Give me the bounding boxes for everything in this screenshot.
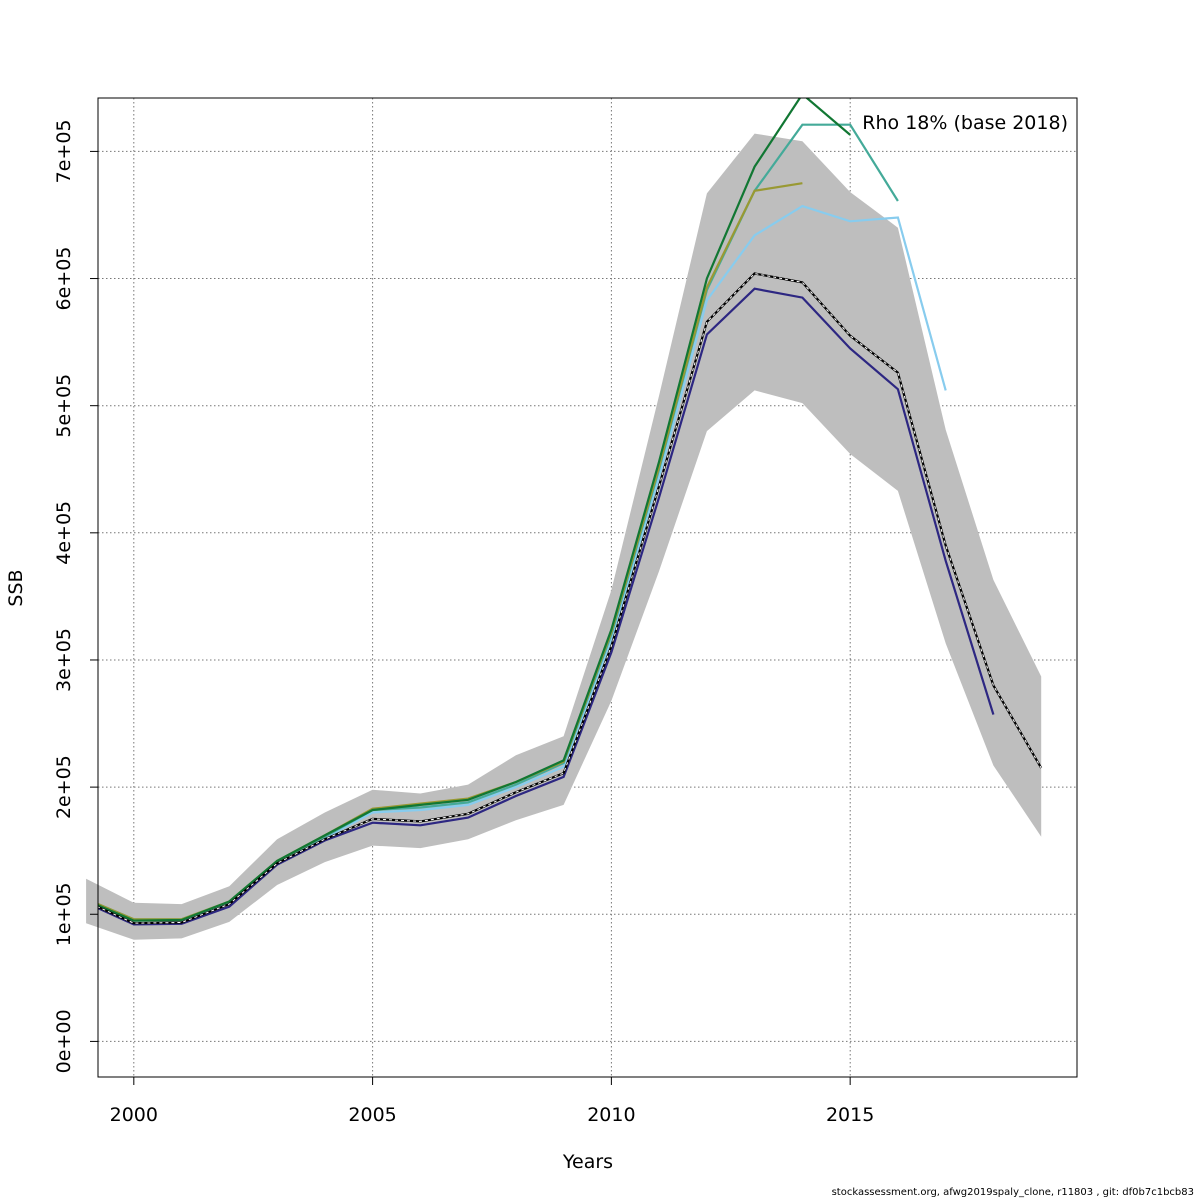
series-layer — [98, 98, 1043, 926]
x-tick-label: 2005 — [348, 1104, 396, 1126]
footer-credit: stockassessment.org, afwg2019spaly_clone… — [831, 1187, 1194, 1198]
y-tick-label: 1e+05 — [53, 882, 75, 946]
x-tick-label: 2015 — [826, 1104, 874, 1126]
rho-annotation: Rho 18% (base 2018) — [862, 112, 1068, 134]
series-line-peel-1 — [98, 287, 995, 926]
y-tick-label: 2e+05 — [53, 755, 75, 819]
y-tick-label: 7e+05 — [53, 119, 75, 183]
x-axis-label: Years — [562, 1151, 613, 1173]
y-tick-label: 0e+00 — [53, 1009, 75, 1073]
confidence-band — [86, 133, 1042, 940]
y-tick-label: 5e+05 — [53, 374, 75, 438]
y-axis-label: SSB — [5, 569, 27, 606]
x-tick-label: 2000 — [110, 1104, 158, 1126]
x-axis: 2000 2005 2010 2015 — [110, 1077, 874, 1126]
series-line-peel-5 — [98, 98, 851, 922]
y-tick-label: 4e+05 — [53, 501, 75, 565]
series-line-base — [98, 272, 1043, 925]
confidence-band-layer — [86, 133, 1042, 940]
y-tick-label: 6e+05 — [53, 247, 75, 311]
y-axis: 0e+00 1e+05 2e+05 3e+05 4e+05 5e+05 6e+05 7e+05 — [53, 119, 98, 1073]
x-tick-label: 2010 — [587, 1104, 635, 1126]
y-tick-label: 3e+05 — [53, 628, 75, 692]
plot-frame — [97, 97, 1078, 1078]
grid — [98, 98, 1077, 1077]
